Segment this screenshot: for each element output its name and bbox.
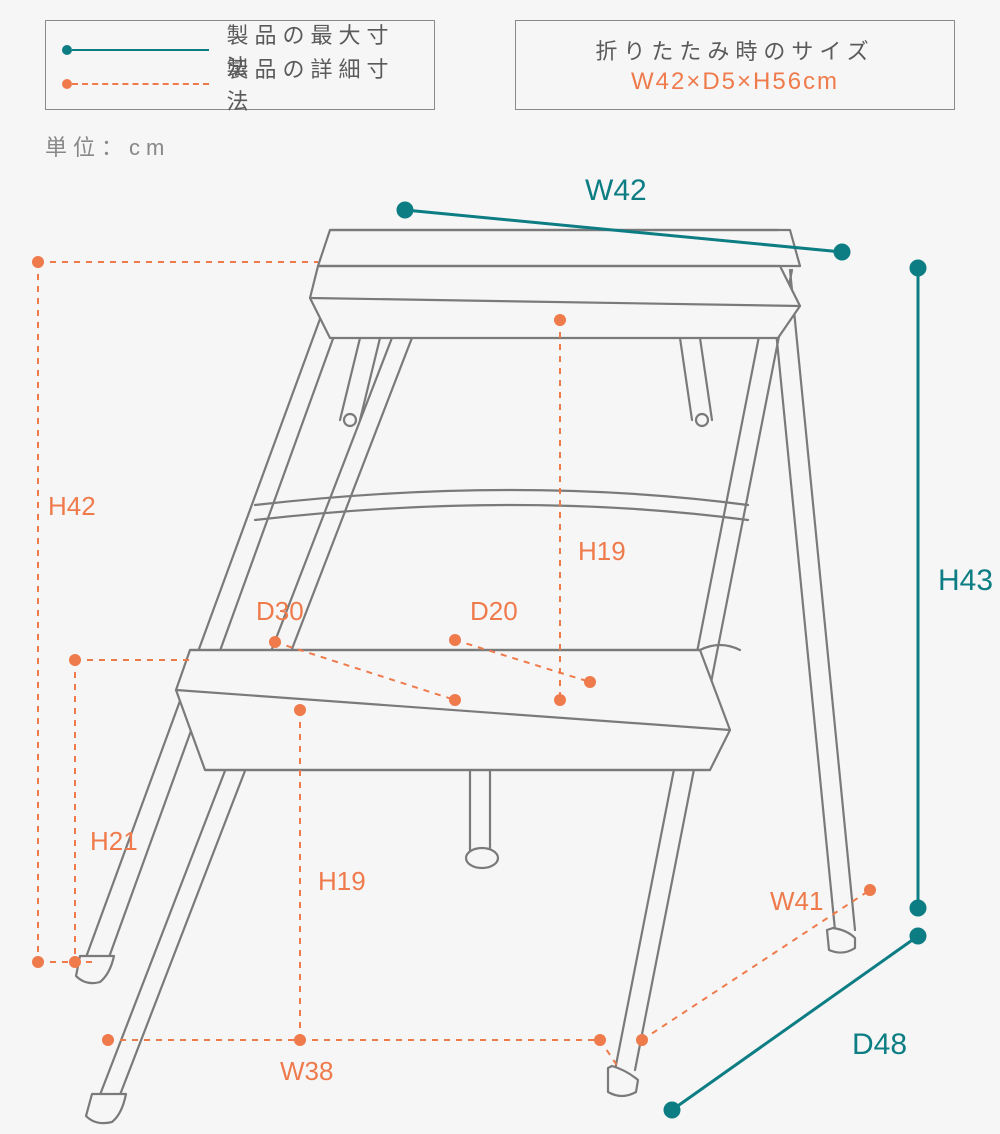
dim-H19-lower: H19: [318, 866, 366, 896]
dim-W42: W42: [585, 174, 647, 207]
legend-row-detail: 製品の詳細寸法: [62, 67, 418, 101]
legend-dot-detail: [62, 79, 72, 89]
dim-W38: W38: [280, 1056, 333, 1086]
dim-D30: D30: [256, 596, 304, 626]
legend-dot-max: [62, 45, 72, 55]
folded-title: 折りたたみ時のサイズ: [595, 34, 874, 66]
dim-H43: H43: [938, 564, 993, 597]
dim-W41: W41: [770, 886, 823, 916]
unit-label: 単位：cm: [45, 130, 170, 162]
folded-size-box: 折りたたみ時のサイズ W42×D5×H56cm: [515, 20, 955, 110]
dim-H19-mid: H19: [578, 536, 626, 566]
legend-label-detail: 製品の詳細寸法: [227, 52, 418, 116]
dim-D48: D48: [852, 1028, 907, 1061]
legend-line-max: [62, 49, 209, 51]
legend-line-detail: [62, 83, 209, 85]
dimension-diagram: W42 H43 D48: [0, 170, 1000, 1134]
dim-H42: H42: [48, 491, 96, 521]
dim-D20: D20: [470, 596, 518, 626]
stool-drawing: [76, 230, 855, 1123]
dim-H21: H21: [90, 826, 138, 856]
folded-dims: W42×D5×H56cm: [631, 68, 839, 96]
legend-box: 製品の最大寸法 製品の詳細寸法: [45, 20, 435, 110]
